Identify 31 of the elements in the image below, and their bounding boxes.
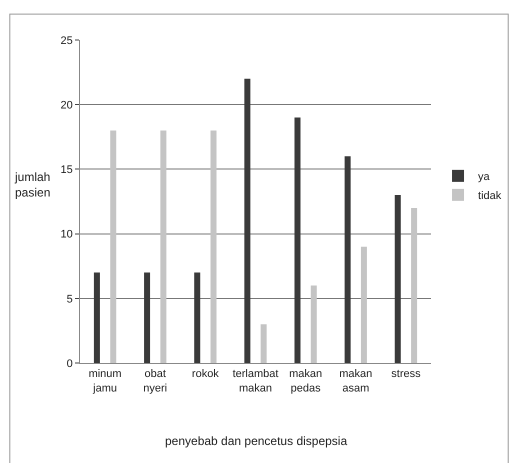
- y-tick-label: 5: [66, 293, 73, 306]
- bar: [360, 246, 367, 363]
- x-tick-label: rokok: [192, 368, 220, 380]
- x-axis-title: penyebab dan pencetus dispepsia: [165, 434, 348, 448]
- bar: [144, 272, 150, 363]
- x-tick-label: stress: [391, 368, 422, 380]
- x-tick-label: makan pedas: [289, 368, 322, 394]
- y-axis-title: jumlah pasien: [14, 170, 50, 200]
- x-tick-label: minum jamu: [88, 368, 122, 394]
- legend-label: ya: [478, 171, 491, 184]
- bar: [394, 195, 401, 363]
- y-tick-label: 25: [60, 34, 73, 47]
- bar: [210, 130, 217, 363]
- y-tick-label: 0: [66, 358, 73, 370]
- y-tick-label: 20: [60, 99, 73, 112]
- bar: [94, 272, 100, 363]
- bar: [411, 208, 418, 363]
- bar: [344, 156, 351, 363]
- x-tick-label: makan asam: [339, 368, 372, 394]
- x-tick-label: terlambat makan: [232, 368, 278, 394]
- bar: [110, 130, 116, 363]
- x-tick-label: obat nyeri: [143, 368, 168, 394]
- bar: [194, 272, 200, 363]
- y-tick-label: 15: [60, 164, 73, 176]
- bar: [160, 130, 166, 363]
- bar: [294, 118, 300, 363]
- bar: [260, 324, 267, 363]
- bar: [244, 78, 250, 363]
- legend-label: tidak: [478, 190, 502, 202]
- bar: [310, 285, 317, 363]
- y-tick-label: 10: [60, 228, 73, 241]
